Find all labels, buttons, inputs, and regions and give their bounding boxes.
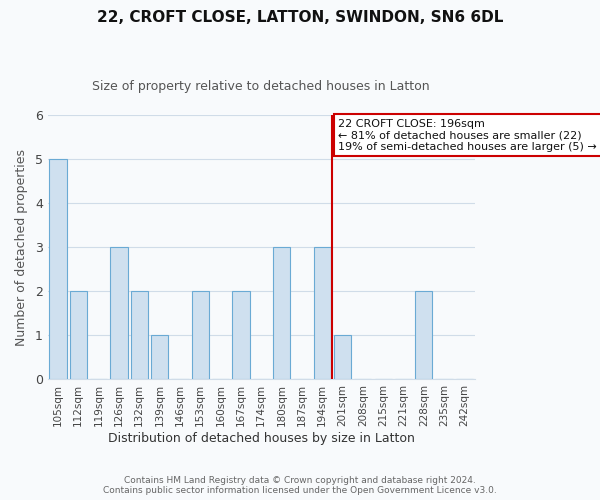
Text: 22, CROFT CLOSE, LATTON, SWINDON, SN6 6DL: 22, CROFT CLOSE, LATTON, SWINDON, SN6 6D… [97, 10, 503, 25]
Bar [110, 247, 128, 380]
Bar [70, 292, 87, 380]
Bar [49, 159, 67, 380]
Bar [334, 336, 351, 380]
Bar [232, 292, 250, 380]
Title: Size of property relative to detached houses in Latton: Size of property relative to detached ho… [92, 80, 430, 93]
Bar [191, 292, 209, 380]
Bar [131, 292, 148, 380]
Text: Contains HM Land Registry data © Crown copyright and database right 2024.
Contai: Contains HM Land Registry data © Crown c… [103, 476, 497, 495]
Bar [314, 247, 331, 380]
X-axis label: Distribution of detached houses by size in Latton: Distribution of detached houses by size … [108, 432, 415, 445]
Bar [273, 247, 290, 380]
Bar [415, 292, 433, 380]
Bar [151, 336, 168, 380]
Y-axis label: Number of detached properties: Number of detached properties [15, 148, 28, 346]
Text: 22 CROFT CLOSE: 196sqm
← 81% of detached houses are smaller (22)
19% of semi-det: 22 CROFT CLOSE: 196sqm ← 81% of detached… [338, 118, 597, 152]
